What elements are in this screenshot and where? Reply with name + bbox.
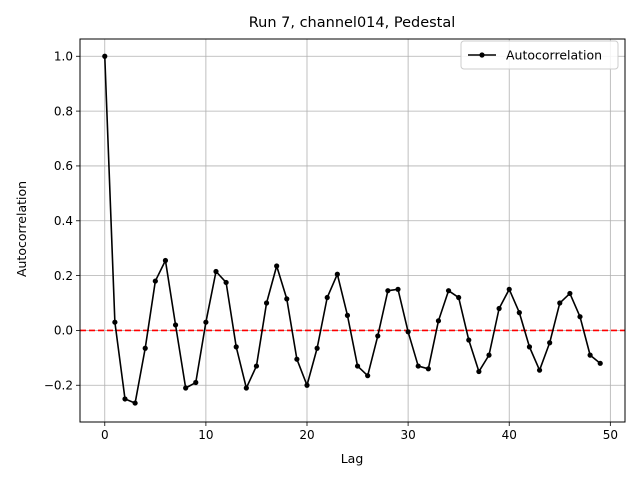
data-point: [425, 366, 431, 372]
data-point: [132, 400, 138, 406]
legend-label: Autocorrelation: [506, 48, 602, 63]
data-point: [284, 296, 290, 302]
chart-title: Run 7, channel014, Pedestal: [249, 15, 456, 31]
data-point: [253, 363, 260, 369]
data-point: [162, 257, 169, 264]
data-point: [334, 271, 340, 277]
x-axis-ticks: 0 10 20 30 40 50: [101, 422, 618, 442]
legend: Autocorrelation: [460, 40, 619, 70]
data-point: [456, 294, 462, 301]
data-point: [193, 379, 199, 386]
data-point: [536, 367, 543, 373]
data-point: [203, 319, 209, 325]
data-point: [102, 53, 108, 59]
data-point: [354, 363, 361, 369]
data-point: [445, 288, 452, 294]
data-point: [526, 344, 533, 350]
data-point: [294, 356, 300, 362]
x-tick-label: 30: [400, 428, 415, 442]
data-point: [152, 278, 158, 284]
data-point: [233, 344, 239, 350]
x-tick-label: 20: [299, 428, 314, 442]
x-tick-label: 50: [603, 428, 618, 442]
y-axis-ticks: −0.2 0.0 0.2 0.4 0.6 0.8 1.0: [44, 50, 80, 393]
legend-box: [460, 40, 619, 70]
data-point: [557, 300, 563, 306]
data-point: [506, 286, 512, 292]
data-point: [496, 305, 502, 312]
data-point: [385, 288, 391, 294]
y-tick-label: −0.2: [44, 379, 73, 393]
y-tick-label: 0.0: [54, 324, 73, 338]
x-axis-label: Lag: [341, 451, 364, 466]
x-tick-label: 40: [502, 428, 517, 442]
legend-marker-sample: [479, 52, 485, 58]
data-point: [567, 290, 573, 297]
data-point: [263, 300, 270, 306]
data-point: [324, 294, 330, 301]
data-point: [213, 268, 219, 275]
data-point: [375, 333, 381, 339]
y-tick-label: 0.2: [54, 269, 73, 283]
data-point: [112, 319, 118, 325]
data-point: [435, 318, 442, 324]
data-point: [274, 263, 280, 269]
data-point: [223, 279, 229, 286]
data-point: [172, 322, 179, 328]
y-tick-label: 0.6: [54, 159, 73, 173]
data-point: [415, 363, 421, 369]
data-point: [476, 368, 482, 375]
data-point: [405, 329, 411, 335]
data-point: [486, 352, 492, 358]
data-point: [597, 360, 603, 366]
y-axis-label: Autocorrelation: [14, 181, 29, 277]
data-point: [395, 286, 401, 292]
y-tick-label: 0.8: [54, 104, 73, 118]
series-layer: [102, 53, 603, 406]
data-point: [304, 382, 310, 388]
data-point: [516, 310, 522, 316]
data-point: [142, 345, 148, 351]
data-point: [314, 345, 320, 351]
y-tick-label: 1.0: [54, 50, 73, 64]
x-tick-label: 0: [101, 428, 109, 442]
data-point: [344, 312, 351, 318]
data-point: [183, 385, 189, 391]
data-point: [243, 385, 249, 391]
y-tick-label: 0.4: [54, 214, 73, 228]
data-point: [466, 337, 472, 343]
data-point: [587, 352, 593, 358]
data-point: [122, 396, 128, 402]
data-point: [547, 340, 553, 346]
plot-frame: [79, 38, 626, 423]
x-tick-label: 10: [198, 428, 213, 442]
data-point: [365, 373, 371, 379]
data-point: [577, 314, 583, 320]
